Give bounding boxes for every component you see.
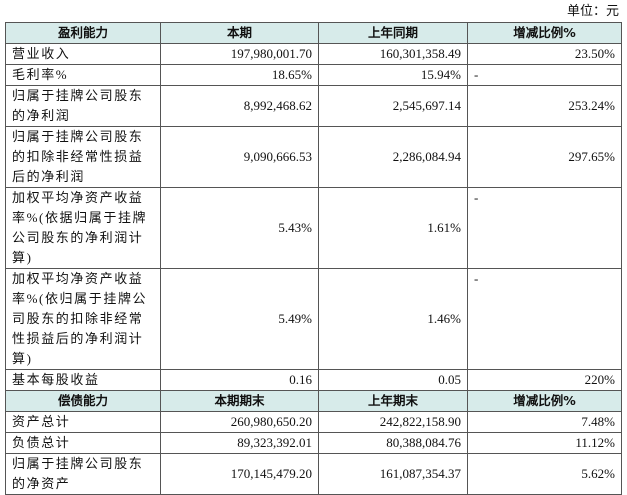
row-label: 加权平均净资产收益率%(依归属于挂牌公司股东的扣除非经常性损益后的净利润计算) — [5, 268, 161, 370]
value-cell: 220% — [467, 369, 622, 391]
row-label: 基本每股收益 — [5, 369, 161, 391]
value-cell: 8,992,468.62 — [160, 85, 319, 127]
data-row: 毛利率% 18.65% 15.94% - — [5, 64, 622, 86]
header-cell: 本期期末 — [160, 390, 319, 412]
value-cell: 9,090,666.53 — [160, 126, 319, 188]
data-row: 基本每股收益 0.16 0.05 220% — [5, 369, 622, 391]
value-cell: 1.61% — [318, 187, 468, 269]
row-label: 资产总计 — [5, 411, 161, 433]
header-row: 盈利能力 本期 上年同期 增减比例% — [5, 22, 622, 44]
value-cell: 23.50% — [467, 43, 622, 65]
value-cell: - — [467, 187, 622, 269]
header-cell: 增减比例% — [467, 22, 622, 44]
row-label: 归属于挂牌公司股东的净利润 — [5, 85, 161, 127]
header-cell: 上年同期 — [318, 22, 468, 44]
row-label: 归属于挂牌公司股东的净资产 — [5, 453, 161, 495]
value-cell: 2,286,084.94 — [318, 126, 468, 188]
data-row: 归属于挂牌公司股东的净利润 8,992,468.62 2,545,697.14 253… — [5, 85, 622, 127]
table-body: 盈利能力 本期 上年同期 增减比例% 营业收入 197,980,001.70 160,301… — [5, 22, 622, 495]
row-label: 归属于挂牌公司股东的扣除非经常性损益后的净利润 — [5, 126, 161, 188]
header-cell: 上年期末 — [318, 390, 468, 412]
value-cell: 5.43% — [160, 187, 319, 269]
value-cell: 15.94% — [318, 64, 468, 86]
value-cell: 242,822,158.90 — [318, 411, 468, 433]
row-label: 营业收入 — [5, 43, 161, 65]
data-row: 归属于挂牌公司股东的净资产 170,145,479.20 161,087,354.3… — [5, 453, 622, 495]
value-cell: - — [467, 64, 622, 86]
value-cell: 7.48% — [467, 411, 622, 433]
value-cell: 11.12% — [467, 432, 622, 454]
value-cell: 297.65% — [467, 126, 622, 188]
value-cell: 80,388,084.76 — [318, 432, 468, 454]
header-cell: 增减比例% — [467, 390, 622, 412]
value-cell: 253.24% — [467, 85, 622, 127]
value-cell: 5.49% — [160, 268, 319, 370]
value-cell: 18.65% — [160, 64, 319, 86]
row-label: 加权平均净资产收益率%(依据归属于挂牌公司股东的净利润计算) — [5, 187, 161, 269]
header-cell: 本期 — [160, 22, 319, 44]
value-cell: 0.16 — [160, 369, 319, 391]
value-cell: 89,323,392.01 — [160, 432, 319, 454]
value-cell: 170,145,479.20 — [160, 453, 319, 495]
header-cell: 盈利能力 — [5, 22, 161, 44]
value-cell: - — [467, 268, 622, 370]
value-cell: 260,980,650.20 — [160, 411, 319, 433]
data-row: 加权平均净资产收益率%(依归属于挂牌公司股东的扣除非经常性损益后的净利润计算) 5… — [5, 268, 622, 370]
value-cell: 1.46% — [318, 268, 468, 370]
financial-table: 盈利能力 本期 上年同期 增减比例% 营业收入 197,980,001.70 160,301… — [5, 22, 622, 495]
row-label: 负债总计 — [5, 432, 161, 454]
header-row: 偿债能力 本期期末 上年期末 增减比例% — [5, 390, 622, 412]
value-cell: 2,545,697.14 — [318, 85, 468, 127]
data-row: 资产总计 260,980,650.20 242,822,158.90 7.48% — [5, 411, 622, 433]
value-cell: 197,980,001.70 — [160, 43, 319, 65]
data-row: 归属于挂牌公司股东的扣除非经常性损益后的净利润 9,090,666.53 2,286… — [5, 126, 622, 188]
page: 单位：元 盈利能力 本期 上年同期 增减比例% 营业收入 197,980,001.70 16… — [5, 3, 622, 495]
data-row: 负债总计 89,323,392.01 80,388,084.76 11.12% — [5, 432, 622, 454]
row-label: 毛利率% — [5, 64, 161, 86]
value-cell: 160,301,358.49 — [318, 43, 468, 65]
data-row: 营业收入 197,980,001.70 160,301,358.49 23.50% — [5, 43, 622, 65]
header-cell: 偿债能力 — [5, 390, 161, 412]
unit-label: 单位：元 — [566, 3, 619, 18]
value-cell: 5.62% — [467, 453, 622, 495]
data-row: 加权平均净资产收益率%(依据归属于挂牌公司股东的净利润计算) 5.43% 1.61%… — [5, 187, 622, 269]
value-cell: 0.05 — [318, 369, 468, 391]
value-cell: 161,087,354.37 — [318, 453, 468, 495]
